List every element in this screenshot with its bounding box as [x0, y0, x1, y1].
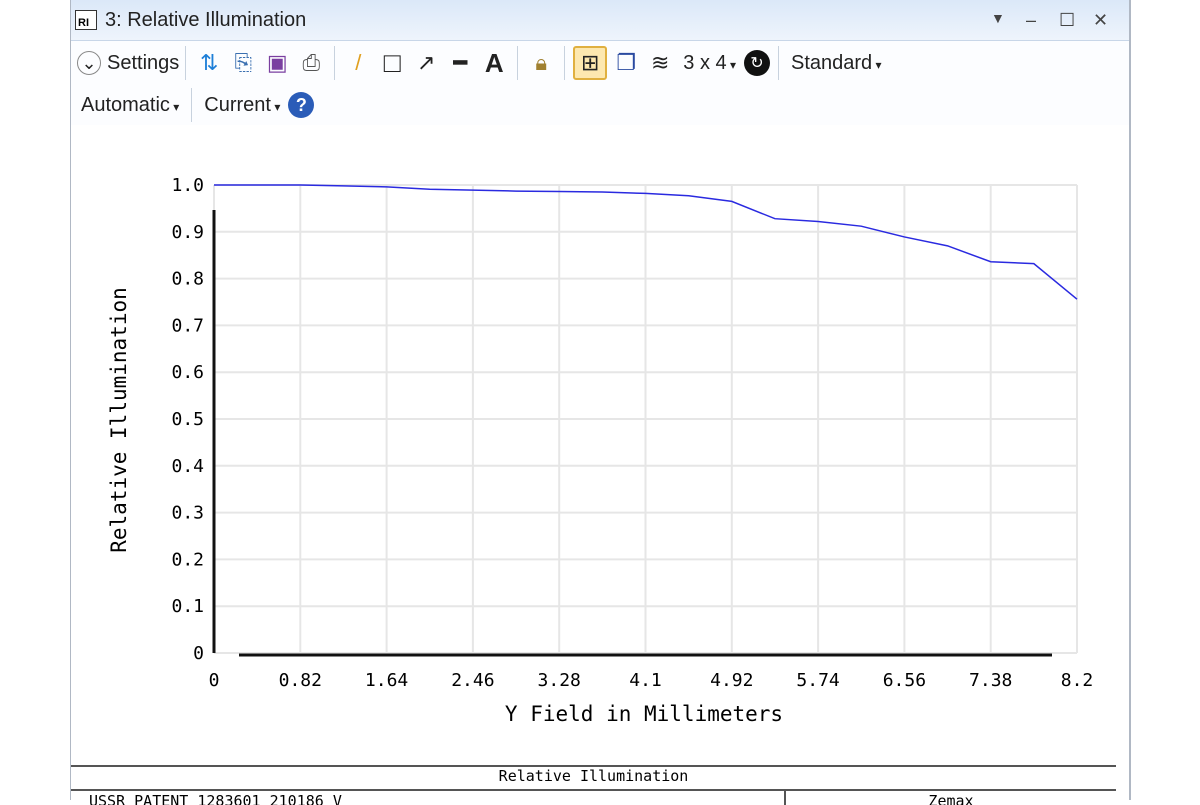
- x-tick-label: 0.82: [279, 670, 322, 691]
- refresh-icon[interactable]: ⇅: [200, 50, 219, 75]
- save-icon[interactable]: ▣: [266, 50, 288, 75]
- relative-illumination-chart: 0 0.82 1.64 2.46 3.28 4.1 4.92 5.74 6.56 7.38 8.2 0…: [107, 175, 1094, 726]
- fit-icon[interactable]: ⊞: [573, 46, 608, 80]
- x-tick-label: 7.38: [969, 670, 1012, 691]
- title-bar: RI 3: Relative Illumination ▼ – ☐ ✕: [71, 0, 1129, 41]
- divider: [191, 88, 193, 122]
- style-dropdown[interactable]: Standard: [791, 52, 882, 75]
- settings-button[interactable]: Settings: [107, 51, 180, 74]
- pencil-icon[interactable]: /: [355, 50, 362, 75]
- x-tick-label: 8.2: [1061, 670, 1094, 691]
- x-tick-label: 3.28: [538, 670, 581, 691]
- divider: [334, 46, 336, 80]
- x-tick-label: 6.56: [883, 670, 926, 691]
- footer-info: Relative Illumination USSR PATENT 128360…: [71, 765, 1116, 805]
- lock-icon[interactable]: 🔒︎: [535, 50, 548, 75]
- x-tick-label: 4.92: [710, 670, 753, 691]
- y-tick-label: 0.3: [171, 503, 204, 524]
- divider: [517, 46, 519, 80]
- chevron-down-circle-icon[interactable]: ⌄: [77, 51, 101, 75]
- y-tick-label: 0.1: [171, 596, 204, 617]
- x-axis-label: Y Field in Millimeters: [505, 702, 783, 726]
- analysis-window: RI 3: Relative Illumination ▼ – ☐ ✕ ⌄ Se…: [70, 0, 1131, 805]
- relative-illumination-icon: RI: [75, 10, 97, 30]
- toolbar: ⌄ Settings ⇅ ⎘ ▣ ⎙ / □ ↗ ━ A 🔒︎ ⊞ ❐ ≋ 3 …: [71, 41, 1129, 85]
- divider: [185, 46, 187, 80]
- y-tick-label: 1.0: [171, 175, 204, 196]
- dropdown-arrow-icon[interactable]: ▼: [991, 10, 1005, 26]
- help-icon[interactable]: ?: [288, 92, 315, 118]
- x-tick-label: 5.74: [796, 670, 839, 691]
- y-tick-label: 0.2: [171, 549, 204, 570]
- arrow-icon[interactable]: ↗: [417, 50, 436, 75]
- layers-icon[interactable]: ≋: [651, 50, 670, 75]
- copy-icon[interactable]: ⎘: [234, 50, 253, 75]
- close-icon[interactable]: ✕: [1093, 10, 1109, 30]
- divider: [777, 46, 779, 80]
- grid-layout-dropdown[interactable]: 3 x 4: [683, 52, 736, 75]
- window-title: 3: Relative Illumination: [105, 8, 307, 31]
- text-icon[interactable]: A: [484, 47, 504, 78]
- print-icon[interactable]: ⎙: [302, 50, 321, 75]
- maximize-icon[interactable]: ☐: [1059, 10, 1076, 30]
- power-icon[interactable]: ↻: [743, 50, 770, 76]
- windows-icon[interactable]: ❐: [616, 50, 637, 75]
- footer-brand: Zemax: [928, 792, 974, 805]
- toolbar-row-2: Automatic Current ?: [71, 85, 1129, 125]
- line-icon[interactable]: ━: [453, 50, 467, 75]
- y-tick-label: 0.8: [171, 269, 204, 290]
- y-tick-label: 0: [193, 643, 204, 664]
- footer-lens-name: USSR PATENT 1283601 210186 V: [71, 791, 786, 805]
- current-dropdown[interactable]: Current: [204, 94, 280, 117]
- y-tick-label: 0.4: [171, 456, 204, 477]
- y-tick-label: 0.7: [171, 315, 204, 336]
- rectangle-icon[interactable]: □: [383, 47, 401, 78]
- x-tick-label: 2.46: [451, 670, 494, 691]
- x-tick-label: 0: [209, 670, 220, 691]
- series-line: [214, 184, 1078, 300]
- y-tick-label: 0.5: [171, 409, 204, 430]
- y-axis-label: Relative Illumination: [107, 287, 131, 553]
- automatic-dropdown[interactable]: Automatic: [81, 94, 179, 117]
- x-tick-label: 4.1: [629, 670, 662, 691]
- footer-title: Relative Illumination: [71, 767, 1116, 791]
- y-tick-label: 0.6: [171, 362, 204, 383]
- divider: [564, 46, 566, 80]
- minimize-icon[interactable]: –: [1026, 10, 1037, 30]
- x-tick-label: 1.64: [365, 670, 408, 691]
- y-tick-label: 0.9: [171, 222, 204, 243]
